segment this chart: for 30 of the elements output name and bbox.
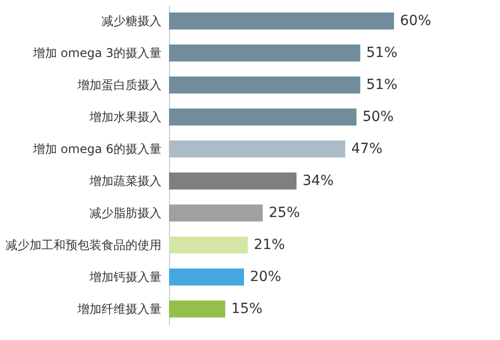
y-tick-label: 增加 omega 6的摄入量 [32,142,162,156]
y-tick-label: 增加水果摄入 [88,110,162,124]
bar [169,236,248,254]
bar [169,12,394,30]
bar [169,140,346,158]
data-label: 21% [254,237,285,253]
bar [169,76,360,94]
data-label: 51% [366,77,398,93]
bar [169,172,296,190]
bar [169,44,360,62]
bar [169,204,263,222]
bar [169,268,244,286]
y-tick-label: 减少糖摄入 [102,14,162,28]
y-tick-label: 减少脂肪摄入 [90,206,162,220]
y-tick-label: 增加 omega 3的摄入量 [32,46,162,60]
data-label: 34% [302,173,334,189]
data-label: 20% [250,269,282,285]
y-tick-label: 增加蛋白质摄入 [76,78,162,92]
bar [169,300,226,318]
data-label: 15% [231,301,262,317]
y-tick-label: 减少加工和预包装食品的使用 [6,238,162,252]
data-label: 47% [351,141,382,157]
data-label: 25% [268,205,300,221]
y-tick-label: 增加蔬菜摄入 [88,174,162,188]
data-label: 51% [366,45,398,61]
bar [169,108,356,126]
y-tick-label: 增加钙摄入量 [88,270,162,284]
data-label: 60% [400,13,432,29]
y-tick-label: 增加纤维摄入量 [76,302,162,316]
data-label: 50% [362,109,394,125]
